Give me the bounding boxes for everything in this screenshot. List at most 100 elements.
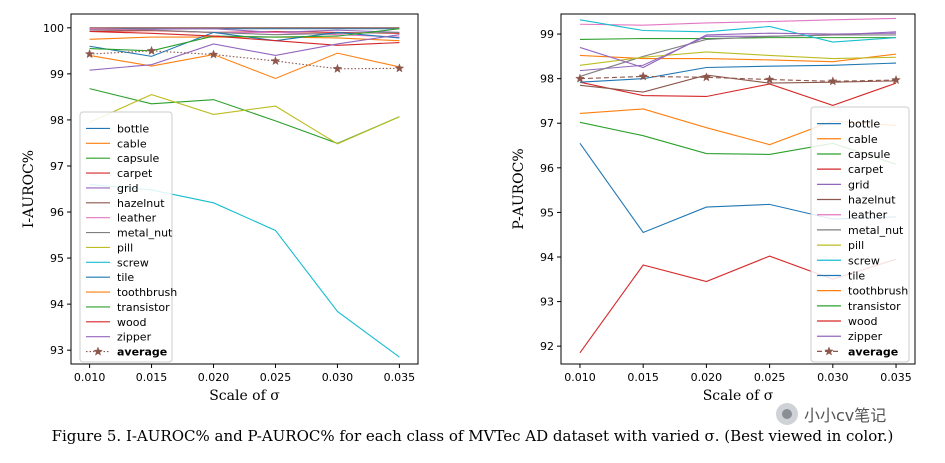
legend-label: average: [848, 345, 898, 358]
y-tick-label: 93: [540, 296, 554, 309]
series-marker-average: [575, 73, 585, 83]
y-tick-label: 97: [540, 117, 554, 130]
series-marker-average: [701, 72, 712, 82]
legend-box: [79, 111, 173, 363]
legend-label: average: [117, 346, 167, 359]
legend-label: zipper: [848, 330, 883, 343]
series-line-pill: [89, 94, 400, 145]
x-tick-label: 0.025: [754, 371, 786, 384]
legend-label: transistor: [117, 301, 170, 314]
legend-label: screw: [848, 254, 880, 267]
y-tick-label: 98: [540, 73, 554, 86]
plot-frame: [70, 13, 419, 365]
x-tick-label: 0.030: [322, 371, 354, 384]
watermark: 小小cv笔记: [776, 402, 886, 426]
y-tick-label: 93: [50, 344, 64, 357]
series-line-carpet: [579, 81, 897, 106]
figure-panel: 0.010 0.015 0.020 0.025 0.030 0.035 93 94 95 96 97…: [21, 13, 916, 404]
x-tick-label: 0.015: [136, 371, 168, 384]
wechat-logo-icon: [776, 403, 798, 425]
x-tick-label: 0.010: [74, 371, 106, 384]
legend-label: tile: [117, 271, 134, 284]
y-axis-label: I-AUROC%: [21, 150, 37, 228]
legend-label: transistor: [848, 300, 901, 313]
legend-label: leather: [117, 212, 157, 225]
chart-2: 0.010 0.015 0.020 0.025 0.030 0.035 92 93 94 95 96…: [511, 13, 916, 404]
series-line-leather: [579, 17, 897, 26]
series-marker-average: [638, 71, 648, 81]
legend-label: screw: [117, 256, 149, 269]
legend-label: leather: [848, 209, 888, 222]
y-tick-label: 95: [540, 206, 554, 219]
legend-label: grid: [848, 178, 870, 191]
series-line-hazelnut: [579, 74, 897, 93]
legend-label: wood: [117, 316, 146, 329]
legend-label: cable: [117, 137, 147, 150]
legend-label: pill: [848, 239, 864, 252]
legend-label: grid: [117, 182, 139, 195]
series-line-wood: [89, 30, 400, 46]
plot-frame: [560, 13, 916, 365]
series-line-metal_nut: [579, 34, 897, 77]
legend-label: wood: [848, 315, 877, 328]
series-marker-average: [764, 74, 775, 84]
series-marker-average: [332, 63, 343, 73]
legend-marker-average: [93, 346, 103, 356]
y-tick-label: 94: [540, 251, 554, 264]
legend-box: [810, 106, 910, 363]
series-line-toothbrush: [89, 52, 400, 80]
legend-label: carpet: [848, 163, 884, 176]
x-tick-label: 0.020: [691, 371, 723, 384]
legend: bottle cable capsule carpet grid hazelnut leat…: [810, 106, 910, 363]
y-axis-label: P-AUROC%: [511, 148, 527, 229]
legend-label: carpet: [117, 167, 153, 180]
y-tick-label: 95: [50, 252, 64, 265]
legend-label: capsule: [117, 152, 160, 165]
series-line-screw: [579, 19, 897, 43]
y-tick-label: 98: [50, 114, 64, 127]
series-line-average: [89, 50, 400, 70]
legend-label: toothbrush: [848, 285, 908, 298]
y-tick-label: 100: [43, 22, 64, 35]
legend-label: cable: [848, 133, 878, 146]
y-tick-label: 92: [540, 340, 554, 353]
y-tick-label: 97: [50, 160, 64, 173]
series-marker-average: [394, 63, 405, 73]
series-line-average: [579, 75, 897, 82]
legend-label: toothbrush: [117, 286, 177, 299]
series-line-transistor: [89, 28, 400, 52]
watermark-text: 小小cv笔记: [804, 406, 887, 425]
y-tick-label: 99: [50, 68, 64, 81]
x-tick-label: 0.030: [817, 371, 849, 384]
x-tick-label: 0.010: [564, 371, 596, 384]
legend-marker-average: [824, 346, 834, 356]
series-line-zipper: [89, 34, 400, 71]
series-line-pill: [579, 51, 897, 66]
series-marker-average: [828, 76, 838, 86]
x-tick-label: 0.035: [384, 371, 416, 384]
x-tick-label: 0.025: [260, 371, 292, 384]
x-tick-label: 0.015: [627, 371, 659, 384]
legend-label: bottle: [848, 118, 880, 131]
legend-label: metal_nut: [848, 224, 904, 237]
series-line-zipper: [579, 32, 897, 69]
legend-label: tile: [848, 269, 865, 282]
x-tick-label: 0.035: [880, 371, 912, 384]
legend-label: metal_nut: [117, 227, 173, 240]
x-tick-label: 0.020: [198, 371, 230, 384]
series-marker-average: [891, 74, 901, 85]
series-marker-average: [208, 49, 219, 59]
legend-label: capsule: [848, 148, 891, 161]
y-tick-label: 94: [50, 298, 64, 311]
series-marker-average: [84, 49, 95, 59]
series-marker-average: [270, 55, 281, 66]
y-tick-label: 96: [540, 162, 554, 175]
chart-1: 0.010 0.015 0.020 0.025 0.030 0.035 93 94 95 96 97…: [21, 13, 419, 404]
y-tick-label: 96: [50, 206, 64, 219]
x-axis-label: Scale of σ: [209, 388, 280, 404]
series-line-tile: [579, 62, 897, 83]
legend-label: pill: [117, 241, 133, 254]
legend: bottle cable capsule carpet grid hazelnut leat…: [79, 111, 177, 363]
figure-caption: Figure 5. I-AUROC% and P-AUROC% for each…: [51, 427, 894, 445]
legend-label: zipper: [117, 331, 152, 344]
